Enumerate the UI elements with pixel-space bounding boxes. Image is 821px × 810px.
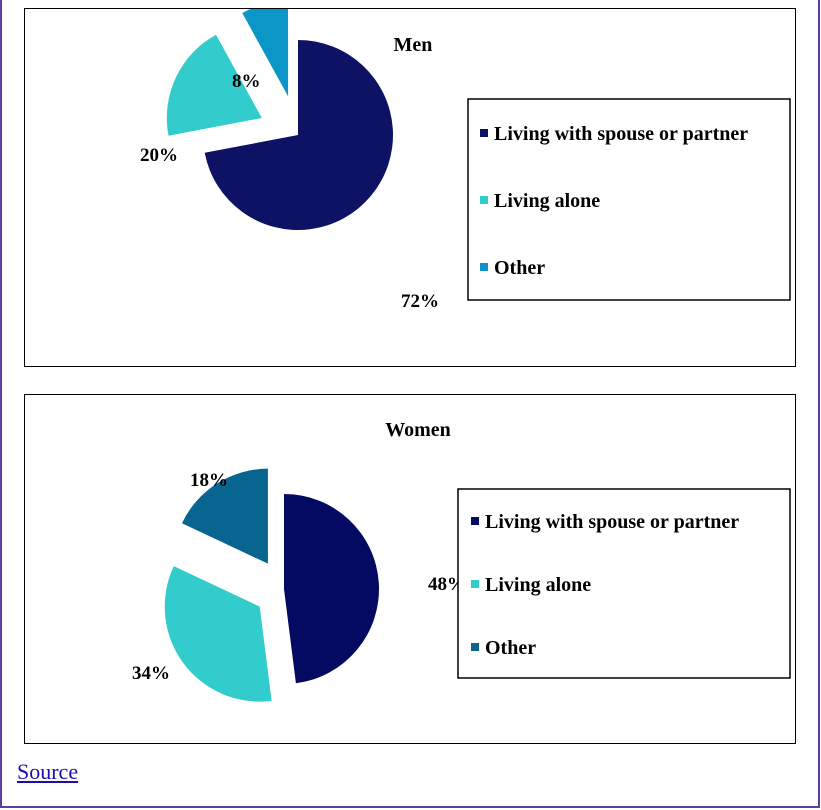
men-legend-label-3: Other (494, 257, 545, 279)
men-chart-title: Men (394, 34, 433, 56)
men-slice-label-2: 20% (140, 145, 178, 166)
men-slices (166, 9, 393, 230)
women-slices (164, 468, 380, 702)
men-slice-2 (166, 34, 262, 136)
source-link[interactable]: Source (17, 759, 79, 784)
men-slice-3 (242, 9, 289, 97)
page-frame-right (818, 0, 820, 808)
women-slice-labels: 48% 34% 18% (132, 470, 466, 684)
men-legend-swatch-1 (480, 129, 488, 137)
men-legend: Living with spouse or partner Living alon… (467, 98, 791, 301)
men-slice-label-1: 72% (401, 291, 439, 312)
men-legend-swatch-2 (480, 196, 488, 204)
women-legend-box (457, 488, 791, 679)
women-legend-label-3: Other (485, 637, 536, 659)
men-pie-chart: Men 72% 20% 8% Living with spouse or partn… (140, 9, 791, 312)
women-slice-1 (284, 494, 380, 684)
men-legend-label-2: Living alone (494, 190, 600, 212)
women-chart-panel: Women 48% 34% 18% Living with spouse or pa… (24, 394, 796, 744)
men-slice-label-3: 8% (232, 71, 261, 92)
women-legend-label-2: Living alone (485, 574, 591, 596)
women-pie-chart: Women 48% 34% 18% Living with spouse or pa… (132, 419, 791, 702)
men-legend-swatch-3 (480, 263, 488, 271)
men-slice-1 (204, 40, 393, 230)
women-legend-swatch-3 (471, 643, 479, 651)
women-chart-title: Women (385, 419, 451, 441)
men-chart-panel: Men 72% 20% 8% Living with spouse or partn… (24, 8, 796, 367)
page-frame-bottom (0, 806, 820, 808)
page-frame-left (0, 0, 2, 808)
men-legend-box (467, 98, 791, 301)
women-slice-label-3: 18% (190, 470, 228, 491)
women-slice-3 (181, 468, 268, 564)
women-legend-swatch-2 (471, 580, 479, 588)
men-slice-labels: 72% 20% 8% (140, 71, 439, 312)
women-legend: Living with spouse or partner Living alon… (457, 488, 791, 679)
women-legend-swatch-1 (471, 517, 479, 525)
women-legend-label-1: Living with spouse or partner (485, 511, 739, 533)
men-legend-label-1: Living with spouse or partner (494, 123, 748, 145)
women-slice-2 (164, 566, 272, 702)
women-slice-label-2: 34% (132, 663, 170, 684)
women-slice-label-1: 48% (428, 574, 466, 595)
